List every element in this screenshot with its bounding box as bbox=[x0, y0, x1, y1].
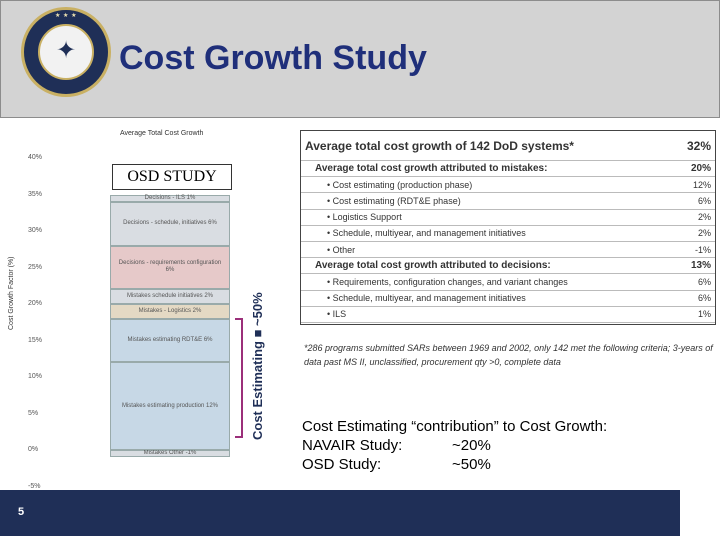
navy-seal-logo: ★ ★ ★ ✦ bbox=[21, 7, 111, 97]
chart-y-axis-label: Cost Growth Factor (%) bbox=[8, 256, 15, 330]
y-tick-label: -5% bbox=[28, 482, 41, 490]
table-row: • Cost estimating (RDT&E phase) 6% bbox=[301, 193, 715, 210]
table-footnote: *286 programs submitted SARs between 196… bbox=[304, 343, 713, 367]
table-row-value: 13% bbox=[690, 260, 711, 272]
side-label-value: ■ ~50% bbox=[250, 292, 265, 338]
table-row-label: • Schedule, multiyear, and management in… bbox=[327, 228, 526, 239]
table-row: • Requirements, configuration changes, a… bbox=[301, 274, 715, 291]
side-label-text: Cost Estimating bbox=[250, 341, 265, 440]
table-header-label: Average total cost growth of 142 DoD sys… bbox=[305, 138, 574, 153]
navair-study-value: ~20% bbox=[452, 436, 491, 454]
table-row-value: 6% bbox=[697, 293, 711, 304]
table-row: • ILS 1% bbox=[301, 307, 715, 323]
header-bar: ★ ★ ★ ✦ Cost Growth Study bbox=[0, 0, 720, 118]
y-tick-label: 25% bbox=[28, 263, 43, 271]
osd-study-text-label: OSD Study: bbox=[302, 455, 382, 473]
footer-bar bbox=[0, 490, 680, 536]
cost-growth-table: Average total cost growth of 142 DoD sys… bbox=[300, 130, 716, 325]
bar-segment: Mistakes estimating RDT&E 6% bbox=[110, 318, 230, 363]
table-header-row: Average total cost growth of 142 DoD sys… bbox=[301, 131, 715, 161]
callout-line-3: OSD Study: ~50% bbox=[302, 456, 710, 475]
table-body: Average total cost growth attributed to … bbox=[301, 161, 715, 323]
table-row-label: • Cost estimating (production phase) bbox=[327, 179, 473, 190]
table-row: • Logistics Support 2% bbox=[301, 210, 715, 226]
table-row-value: 2% bbox=[697, 212, 711, 223]
osd-study-value: ~50% bbox=[452, 455, 491, 473]
y-tick-label: 35% bbox=[28, 190, 43, 198]
table-row-label: • Schedule, multiyear, and management in… bbox=[327, 293, 526, 304]
y-tick-label: 20% bbox=[28, 300, 43, 307]
table-row: • Schedule, multiyear, and management in… bbox=[301, 291, 715, 307]
table-row-label: • Requirements, configuration changes, a… bbox=[327, 276, 568, 287]
page-number: 5 bbox=[18, 506, 25, 518]
cost-estimating-callout: Cost Estimating “contribution” to Cost G… bbox=[296, 415, 716, 479]
table-row-value: 6% bbox=[697, 276, 711, 287]
bar-segment: Decisions - schedule, initiatives 6% bbox=[110, 201, 230, 246]
bar-segment: Mistakes - Logistics 2% bbox=[110, 304, 230, 319]
bar-segment: Decisions - requirements configuration 6… bbox=[110, 245, 230, 290]
eagle-icon: ✦ bbox=[55, 37, 77, 64]
callout-line-1: Cost Estimating “contribution” to Cost G… bbox=[302, 418, 608, 435]
table-row-label: • ILS bbox=[327, 309, 347, 320]
y-tick-label: 15% bbox=[28, 336, 43, 344]
cost-estimating-side-label: Cost Estimating ■ ~50% bbox=[250, 292, 265, 440]
y-tick-label: 0% bbox=[28, 446, 39, 453]
table-row-label: • Cost estimating (RDT&E phase) bbox=[327, 195, 461, 206]
page-title: Cost Growth Study bbox=[119, 39, 427, 77]
callout-line-2: NAVAIR Study: ~20% bbox=[302, 437, 710, 456]
seal-center: ✦ bbox=[38, 24, 94, 80]
y-tick-label: 10% bbox=[28, 373, 43, 380]
table-row-label: • Logistics Support bbox=[327, 212, 402, 223]
bar-segment: Mistakes estimating production 12% bbox=[110, 362, 230, 450]
seal-ring-text: ★ ★ ★ bbox=[55, 13, 77, 19]
table-row-value: -1% bbox=[694, 244, 711, 255]
bar-segment: Mistakes schedule initiatives 2% bbox=[110, 289, 230, 304]
table-row-label: • Other bbox=[327, 244, 356, 255]
table-row-value: 20% bbox=[690, 163, 711, 175]
table-row: Average total cost growth attributed to … bbox=[301, 161, 715, 178]
y-tick-label: 40% bbox=[28, 154, 43, 161]
table-row: • Other -1% bbox=[301, 242, 715, 259]
table-row-value: 12% bbox=[692, 179, 711, 190]
navair-study-label: NAVAIR Study: bbox=[302, 436, 403, 454]
table-row: • Cost estimating (production phase) 12% bbox=[301, 177, 715, 194]
bar-segment: Decisions - ILS 1% bbox=[110, 194, 230, 202]
chart-title: Average Total Cost Growth bbox=[120, 130, 204, 137]
osd-study-label: OSD STUDY bbox=[112, 164, 232, 190]
table-row-value: 1% bbox=[697, 309, 711, 320]
table-row-value: 2% bbox=[697, 228, 711, 239]
table-row: Average total cost growth attributed to … bbox=[301, 258, 715, 275]
table-row-value: 6% bbox=[697, 195, 711, 206]
y-tick-label: 5% bbox=[28, 409, 39, 417]
table-row: • Schedule, multiyear, and management in… bbox=[301, 226, 715, 242]
table-header-value: 32% bbox=[686, 138, 711, 153]
table-row-label: Average total cost growth attributed to … bbox=[315, 163, 548, 175]
cost-estimating-bracket bbox=[235, 318, 243, 438]
table-row-label: Average total cost growth attributed to … bbox=[315, 260, 551, 272]
bar-segment: Mistakes Other -1% bbox=[110, 450, 230, 458]
y-tick-label: 30% bbox=[28, 227, 43, 234]
